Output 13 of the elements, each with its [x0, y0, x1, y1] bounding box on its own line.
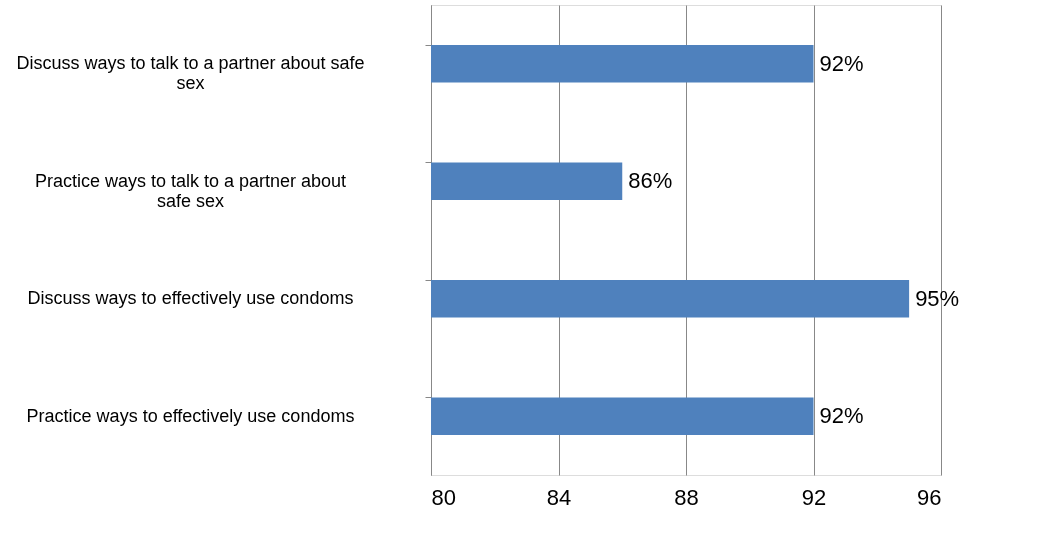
x-tick-label: 96: [917, 484, 942, 510]
x-tick-label: 92: [801, 484, 827, 510]
data-label: 86%: [628, 168, 673, 194]
data-label: 95%: [915, 285, 960, 311]
y-tick-label: Discuss ways to effectively use condoms: [27, 288, 354, 309]
data-label: 92%: [819, 403, 864, 429]
y-tick-label: Discuss ways to talk to a partner about safe sex: [16, 53, 365, 94]
x-tick-label: 84: [546, 484, 572, 510]
x-tick-label: 80: [431, 484, 456, 510]
data-label: 92%: [819, 50, 864, 76]
y-tick-label: Practice ways to talk to a partner about safe sex: [34, 170, 347, 211]
y-tick-label: Practice ways to effectively use condoms: [26, 405, 355, 426]
x-tick-label: 88: [674, 484, 699, 510]
